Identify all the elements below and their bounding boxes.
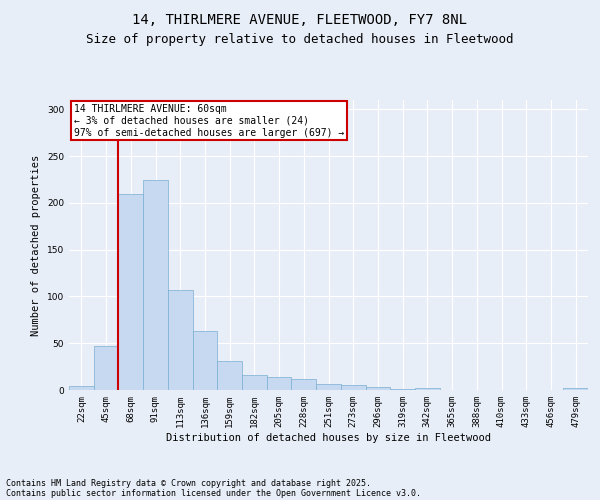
- Bar: [316, 384, 341, 390]
- Bar: [168, 290, 193, 390]
- Bar: [563, 388, 588, 390]
- Bar: [217, 361, 242, 390]
- Text: Contains HM Land Registry data © Crown copyright and database right 2025.: Contains HM Land Registry data © Crown c…: [6, 478, 371, 488]
- Bar: [143, 180, 168, 390]
- Bar: [415, 388, 440, 390]
- Bar: [341, 386, 365, 390]
- Bar: [267, 377, 292, 390]
- Text: 14 THIRLMERE AVENUE: 60sqm
← 3% of detached houses are smaller (24)
97% of semi-: 14 THIRLMERE AVENUE: 60sqm ← 3% of detac…: [74, 104, 344, 138]
- X-axis label: Distribution of detached houses by size in Fleetwood: Distribution of detached houses by size …: [166, 432, 491, 442]
- Bar: [69, 386, 94, 390]
- Bar: [193, 331, 217, 390]
- Text: Contains public sector information licensed under the Open Government Licence v3: Contains public sector information licen…: [6, 488, 421, 498]
- Text: Size of property relative to detached houses in Fleetwood: Size of property relative to detached ho…: [86, 32, 514, 46]
- Text: 14, THIRLMERE AVENUE, FLEETWOOD, FY7 8NL: 14, THIRLMERE AVENUE, FLEETWOOD, FY7 8NL: [133, 12, 467, 26]
- Bar: [390, 389, 415, 390]
- Bar: [94, 346, 118, 390]
- Bar: [292, 379, 316, 390]
- Bar: [242, 375, 267, 390]
- Y-axis label: Number of detached properties: Number of detached properties: [31, 154, 41, 336]
- Bar: [365, 387, 390, 390]
- Bar: [118, 194, 143, 390]
